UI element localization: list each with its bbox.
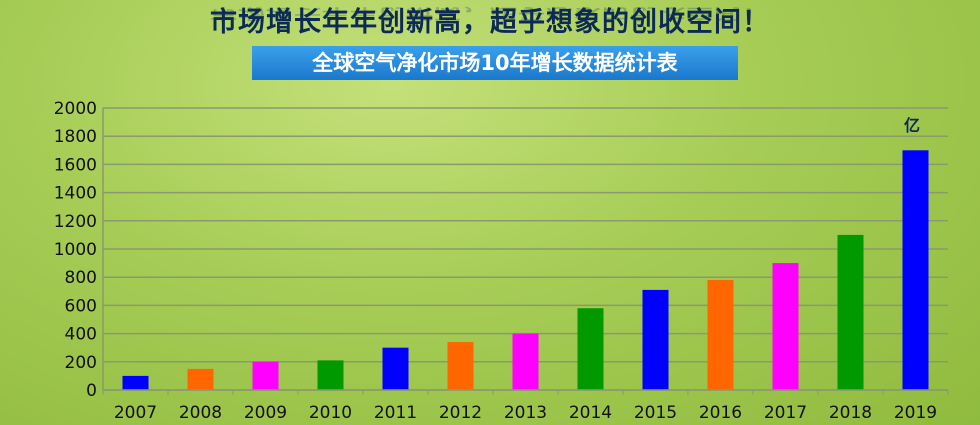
x-tick-label: 2016 — [699, 403, 742, 423]
bar-2009 — [252, 361, 279, 390]
y-tick-label: 2000 — [54, 99, 97, 119]
headline: 市场增长年年创新高，超乎想象的创收空间！ — [210, 7, 770, 38]
bar-2008 — [187, 368, 214, 390]
bar-2013 — [512, 333, 539, 390]
y-tick-label: 1800 — [54, 127, 97, 147]
y-tick-label: 1200 — [54, 212, 97, 232]
x-tick-label: 2012 — [439, 403, 482, 423]
unit-label: 亿 — [904, 116, 921, 135]
x-tick-label: 2010 — [309, 403, 352, 423]
bar-2018 — [837, 234, 864, 390]
x-tick-label: 2017 — [764, 403, 807, 423]
x-tick-label: 2009 — [244, 403, 287, 423]
bar-2010 — [317, 360, 344, 390]
y-tick-label: 1400 — [54, 184, 97, 204]
bar-2007 — [122, 375, 149, 390]
y-tick-label: 0 — [86, 381, 97, 401]
x-tick-label: 2014 — [569, 403, 612, 423]
x-tick-label: 2013 — [504, 403, 547, 423]
y-tick-label: 200 — [65, 353, 97, 373]
bar-2014 — [577, 308, 604, 390]
bar-2012 — [447, 342, 474, 390]
bar-2016 — [707, 280, 734, 390]
bar-2011 — [382, 347, 409, 390]
chart-title-banner: 全球空气净化市场10年增长数据统计表 — [252, 46, 738, 80]
bar-2019 — [902, 150, 929, 390]
y-tick-label: 600 — [65, 296, 97, 316]
y-tick-label: 800 — [65, 268, 97, 288]
x-tick-label: 2018 — [829, 403, 872, 423]
x-tick-label: 2007 — [114, 403, 157, 423]
x-tick-label: 2008 — [179, 403, 222, 423]
bar-2017 — [772, 263, 799, 390]
y-tick-label: 1000 — [54, 240, 97, 260]
y-tick-label: 400 — [65, 325, 97, 345]
x-tick-label: 2019 — [894, 403, 937, 423]
bar-2015 — [642, 289, 669, 390]
x-tick-label: 2015 — [634, 403, 677, 423]
y-tick-label: 1600 — [54, 155, 97, 175]
x-tick-label: 2011 — [374, 403, 417, 423]
